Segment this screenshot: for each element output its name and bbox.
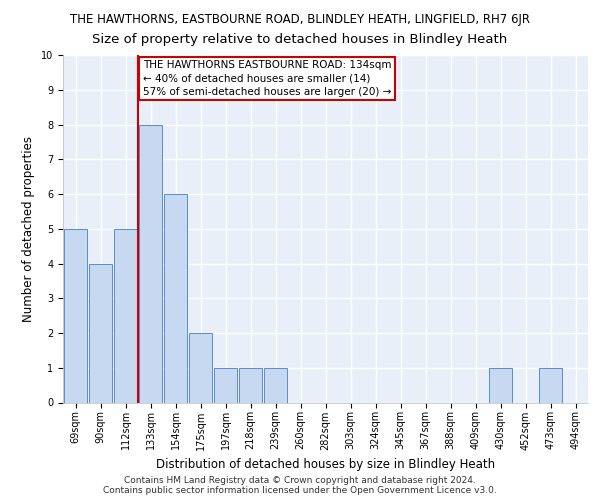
Bar — [539, 368, 562, 402]
Bar — [488, 368, 512, 402]
Bar — [113, 229, 137, 402]
Y-axis label: Number of detached properties: Number of detached properties — [22, 136, 35, 322]
Bar — [188, 333, 212, 402]
Text: THE HAWTHORNS EASTBOURNE ROAD: 134sqm
← 40% of detached houses are smaller (14)
: THE HAWTHORNS EASTBOURNE ROAD: 134sqm ← … — [143, 60, 392, 96]
Bar — [164, 194, 187, 402]
Bar — [214, 368, 238, 402]
Bar — [64, 229, 88, 402]
X-axis label: Distribution of detached houses by size in Blindley Heath: Distribution of detached houses by size … — [156, 458, 495, 471]
Bar — [89, 264, 112, 402]
Text: Size of property relative to detached houses in Blindley Heath: Size of property relative to detached ho… — [92, 32, 508, 46]
Bar — [263, 368, 287, 402]
Bar — [139, 124, 163, 402]
Text: Contains public sector information licensed under the Open Government Licence v3: Contains public sector information licen… — [103, 486, 497, 495]
Bar — [239, 368, 262, 402]
Text: THE HAWTHORNS, EASTBOURNE ROAD, BLINDLEY HEATH, LINGFIELD, RH7 6JR: THE HAWTHORNS, EASTBOURNE ROAD, BLINDLEY… — [70, 12, 530, 26]
Text: Contains HM Land Registry data © Crown copyright and database right 2024.: Contains HM Land Registry data © Crown c… — [124, 476, 476, 485]
